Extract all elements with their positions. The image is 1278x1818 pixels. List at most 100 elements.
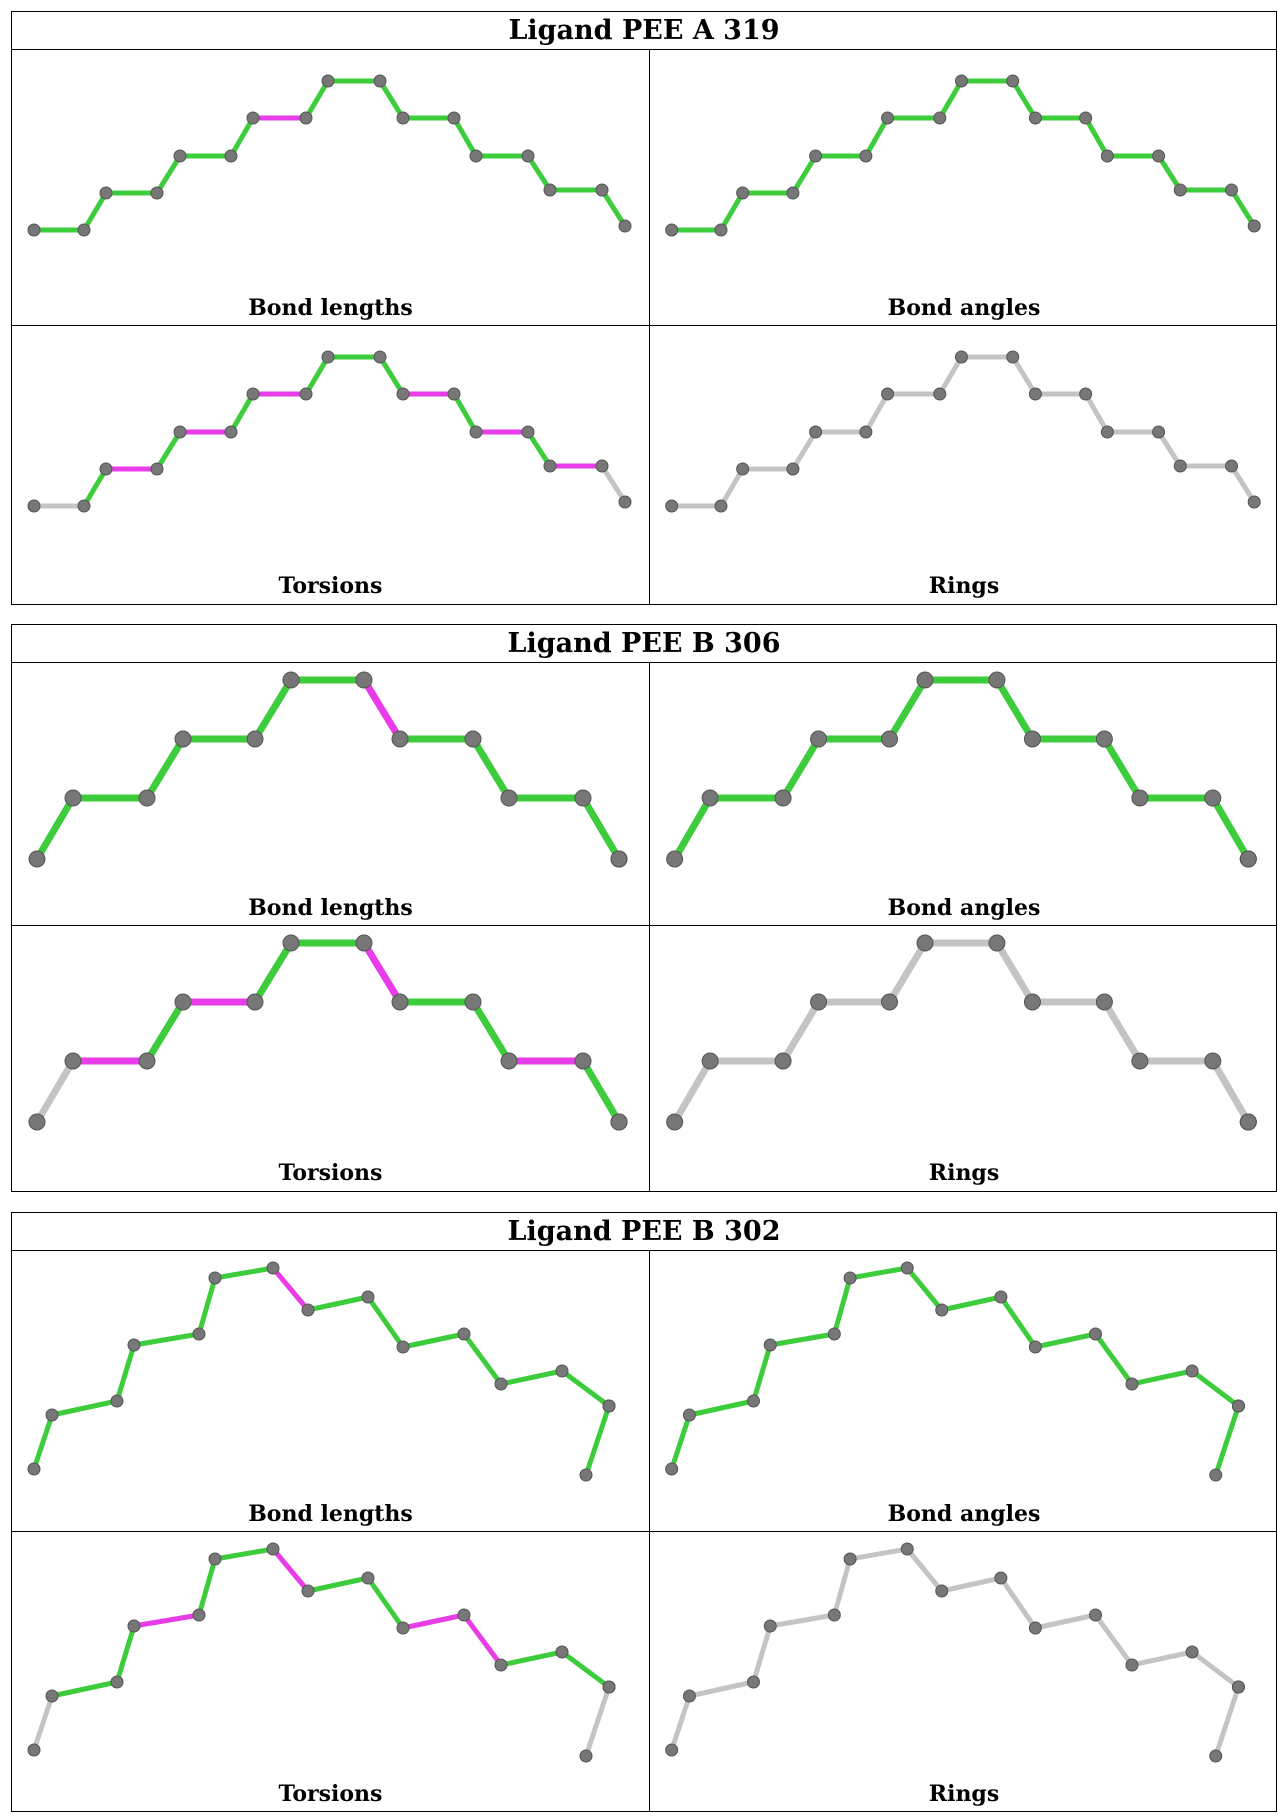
atom [827,1327,841,1341]
atom [173,149,187,163]
bond [81,190,109,233]
ligand-title: Ligand PEE A 319 [12,12,1276,50]
atom [391,730,409,748]
atom [355,934,373,952]
bond [1093,1331,1135,1387]
atom [208,1552,222,1566]
atom [746,1394,760,1408]
bond [767,1331,837,1348]
bond [196,1556,218,1618]
atom [809,149,823,163]
atom [246,111,260,125]
atom [1131,1052,1149,1070]
atom [27,223,41,237]
atom [666,1113,684,1131]
atom [1209,1749,1223,1763]
atom [602,1399,616,1413]
molecule-diagram [28,671,628,868]
atom [1125,1377,1139,1391]
atom [1079,387,1093,401]
bond [1213,1403,1241,1478]
bond [904,1265,945,1313]
atom [714,223,728,237]
bond-lengths-cell: Bond lengths [12,663,649,925]
atom [1089,1327,1103,1341]
torsions-cell: Torsions [12,1532,649,1811]
bond [1229,187,1257,229]
atom [881,387,895,401]
bond [498,1368,565,1387]
rings-cell: Rings [650,926,1278,1190]
molecule-diagram [666,934,1257,1131]
bond [939,1575,1004,1594]
atom [282,671,300,689]
atom [809,425,823,439]
atom [610,1113,628,1131]
atom [786,186,800,200]
bond [469,998,513,1065]
bond-angles-label: Bond angles [887,895,1041,921]
atom [810,993,828,1011]
atom [1173,183,1187,197]
bond [767,1612,837,1629]
atom [954,350,968,364]
atom [1028,1340,1042,1354]
bond [599,187,628,229]
molecule-diagram [665,1542,1245,1763]
atom [138,1052,156,1070]
atom [1225,183,1239,197]
bond [671,1057,714,1126]
atom [396,1340,410,1354]
atom [1239,850,1257,868]
bond [305,1575,371,1594]
atom [602,1680,616,1694]
atom [301,1303,315,1317]
atom [396,387,410,401]
atom [521,425,535,439]
atom [1152,149,1166,163]
atom [127,1338,141,1352]
bond [251,939,295,1006]
bond [1129,1368,1195,1387]
atom [391,993,409,1011]
torsions-label: Torsions [278,1781,383,1807]
bond [831,1275,853,1337]
bond [143,735,187,802]
bond [671,794,714,863]
atom [174,730,192,748]
grid-divider [12,325,1276,326]
molecule-diagram [665,1261,1245,1482]
atom [99,186,113,200]
torsions-cell: Torsions [12,326,649,603]
bond [305,1294,371,1313]
atom [714,499,728,513]
bond [863,115,891,159]
atom [246,993,264,1011]
bond [993,676,1036,743]
atom [935,1584,949,1598]
bond [1213,1684,1241,1759]
bond [1189,1368,1241,1409]
atom [77,499,91,513]
atom [1231,1399,1245,1413]
bond [669,1412,692,1472]
bond [131,1331,202,1348]
bond [686,1679,756,1699]
ligand-title: Ligand PEE B 306 [12,625,1276,663]
atom [500,789,518,807]
bond [365,1294,406,1350]
torsions-cell: Torsions [12,926,649,1190]
atom [1023,993,1041,1011]
bond [461,1331,504,1387]
bond-angles-cell: Bond angles [650,1251,1278,1531]
bond [1100,735,1144,802]
atom [521,149,535,163]
bond [1189,1649,1241,1690]
atom [881,111,895,125]
atom [1079,111,1093,125]
bond [790,153,819,196]
bond [559,1649,612,1690]
atom [574,1052,592,1070]
atom [396,1621,410,1635]
bond [31,1693,55,1753]
